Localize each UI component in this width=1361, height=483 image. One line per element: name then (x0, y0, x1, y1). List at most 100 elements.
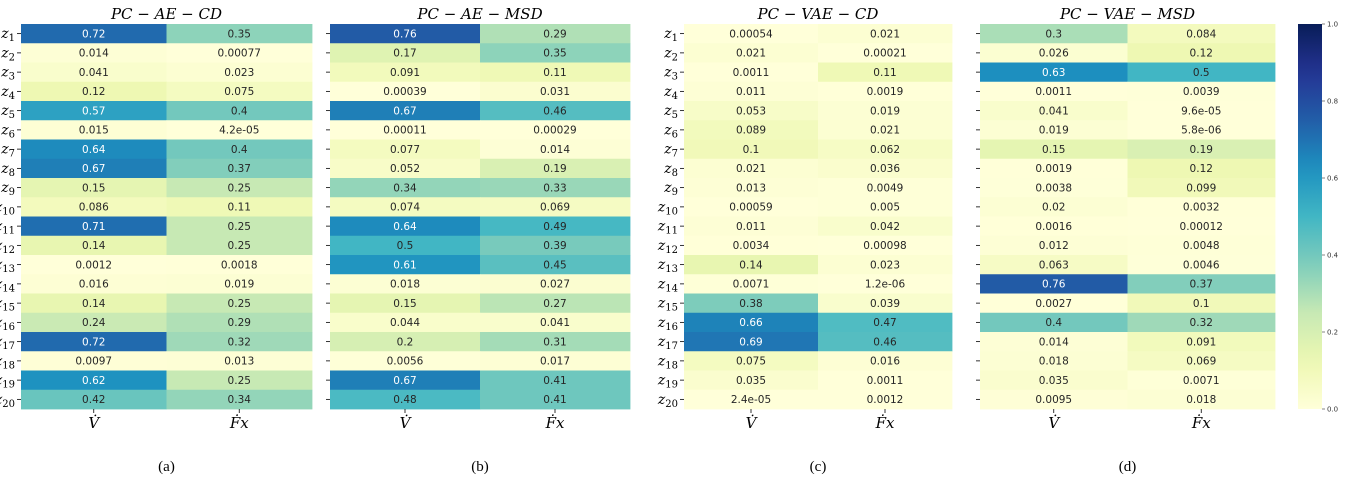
heatmap-cell (684, 139, 819, 160)
y-tick-label: z13 (657, 257, 678, 275)
y-tick-label: z18 (657, 353, 678, 371)
y-tick-label: z1 (663, 26, 678, 44)
cell-value-label: 0.069 (540, 202, 570, 214)
heatmap-cell (684, 178, 819, 198)
y-tick-label: z3 (0, 65, 15, 83)
cell-value-label: 0.016 (870, 356, 900, 368)
cell-value-label: 4.2e-05 (219, 125, 259, 137)
y-tick-label: z14 (657, 276, 678, 294)
heatmap-cell (684, 216, 819, 237)
heatmap-cell (330, 312, 481, 333)
heatmap-panel-1: PC − AE − CD 0.72 0.35 0.014 0.00077 0.041 0.0… (0, 5, 313, 475)
cell-value-label: 0.12 (82, 86, 105, 98)
cell-value-label: 0.71 (82, 221, 105, 233)
heatmap-cell (480, 120, 631, 140)
cell-value-label: 0.014 (1039, 336, 1069, 348)
panel-caption: (d) (1119, 459, 1137, 475)
y-tick-label: z14 (0, 276, 15, 294)
cell-value-label: 0.084 (1186, 28, 1216, 40)
cell-value-label: 0.0056 (387, 356, 424, 368)
y-tick-label: z15 (657, 296, 678, 314)
heatmap-cell (166, 139, 313, 160)
cell-value-label: 0.075 (736, 356, 766, 368)
heatmap-cell (330, 197, 481, 217)
colorbar: 0.0 0.2 0.4 0.6 0.8 1.0 (1298, 21, 1339, 414)
panel-title: PC − VAE − CD (757, 5, 879, 23)
cell-value-label: 0.69 (739, 336, 762, 348)
heatmap-cell (980, 178, 1128, 198)
heatmap-cell (684, 293, 819, 314)
heatmap-cell (480, 101, 631, 121)
cell-value-label: 0.57 (82, 105, 105, 117)
heatmap-cell (21, 389, 167, 410)
heatmap-cell (480, 216, 631, 237)
heatmap-cell (1127, 332, 1276, 352)
cell-value-label: 0.099 (1186, 182, 1216, 194)
heatmap-cell (980, 81, 1128, 102)
cell-value-label: 0.018 (1039, 356, 1069, 368)
heatmap-cell (818, 24, 953, 44)
heatmap-cell (980, 139, 1128, 160)
panel-title: PC − VAE − MSD (1059, 5, 1195, 23)
heatmap-cell (480, 178, 631, 198)
heatmap-cell (818, 389, 953, 410)
cell-value-label: 0.11 (228, 202, 251, 214)
heatmap-cell (684, 120, 819, 140)
cell-value-label: 0.0039 (1183, 86, 1220, 98)
heatmap-cell (980, 120, 1128, 140)
cell-value-label: 0.0097 (75, 356, 112, 368)
heatmap-cell (1127, 178, 1276, 198)
y-tick-label: z17 (0, 334, 15, 352)
heatmap-cell (818, 370, 953, 391)
cell-value-label: 0.012 (1039, 240, 1069, 252)
cell-value-label: 0.34 (393, 182, 417, 194)
cell-value-label: 0.00029 (533, 125, 576, 137)
cell-value-label: 0.4 (1045, 317, 1062, 329)
cell-value-label: 1.2e-06 (865, 279, 906, 291)
heatmap-cell (818, 139, 953, 160)
cell-value-label: 0.0071 (733, 279, 770, 291)
heatmap-cell (480, 351, 631, 371)
cell-value-label: 0.052 (390, 163, 420, 175)
heatmap-panel-2: PC − AE − MSD 0.76 0.29 0.17 0.35 0.091 0.11 0.… (326, 5, 631, 475)
cell-value-label: 0.32 (228, 336, 251, 348)
y-tick-label: z19 (0, 373, 15, 391)
cell-value-label: 0.014 (79, 48, 109, 60)
heatmap-cell (21, 178, 167, 198)
heatmap-cell (330, 255, 481, 275)
heatmap-cell (684, 101, 819, 121)
heatmap-cell (330, 274, 481, 294)
cell-value-label: 0.063 (1039, 259, 1069, 271)
cell-value-label: 0.34 (228, 394, 252, 406)
heatmap-cell (684, 332, 819, 352)
cell-value-label: 0.42 (82, 394, 105, 406)
cell-value-label: 0.25 (228, 182, 251, 194)
heatmap-cell (330, 389, 481, 410)
heatmap-cell (818, 255, 953, 275)
heatmap-cell (166, 351, 313, 371)
cell-value-label: 0.031 (540, 86, 570, 98)
panel-caption: (a) (158, 459, 175, 475)
heatmap-cell (166, 43, 313, 63)
cell-value-label: 0.39 (543, 240, 566, 252)
colorbar-tick-label: 0.2 (1327, 329, 1338, 337)
cell-value-label: 0.67 (393, 375, 416, 387)
cell-value-label: 0.0071 (1183, 375, 1220, 387)
cell-value-label: 0.62 (82, 375, 105, 387)
heatmap-panel-3: PC − VAE − CD 0.00054 0.021 0.021 0.00021 0.0… (657, 5, 953, 475)
heatmap-cell (480, 389, 631, 410)
cell-value-label: 0.069 (1186, 356, 1216, 368)
heatmap-cell (980, 197, 1128, 217)
cell-value-label: 0.089 (736, 125, 766, 137)
heatmap-cell (1127, 351, 1276, 371)
cell-value-label: 9.6e-05 (1181, 105, 1221, 117)
heatmap-cell (684, 43, 819, 63)
y-tick-label: z12 (0, 238, 15, 256)
heatmap-cell (1127, 158, 1276, 179)
cell-value-label: 0.0049 (867, 182, 904, 194)
heatmap-cell (166, 370, 313, 391)
x-tick-label: Ḟx (545, 414, 565, 432)
heatmap-cell (21, 312, 167, 333)
cell-value-label: 0.00039 (383, 86, 426, 98)
heatmap-cell (1127, 81, 1276, 102)
